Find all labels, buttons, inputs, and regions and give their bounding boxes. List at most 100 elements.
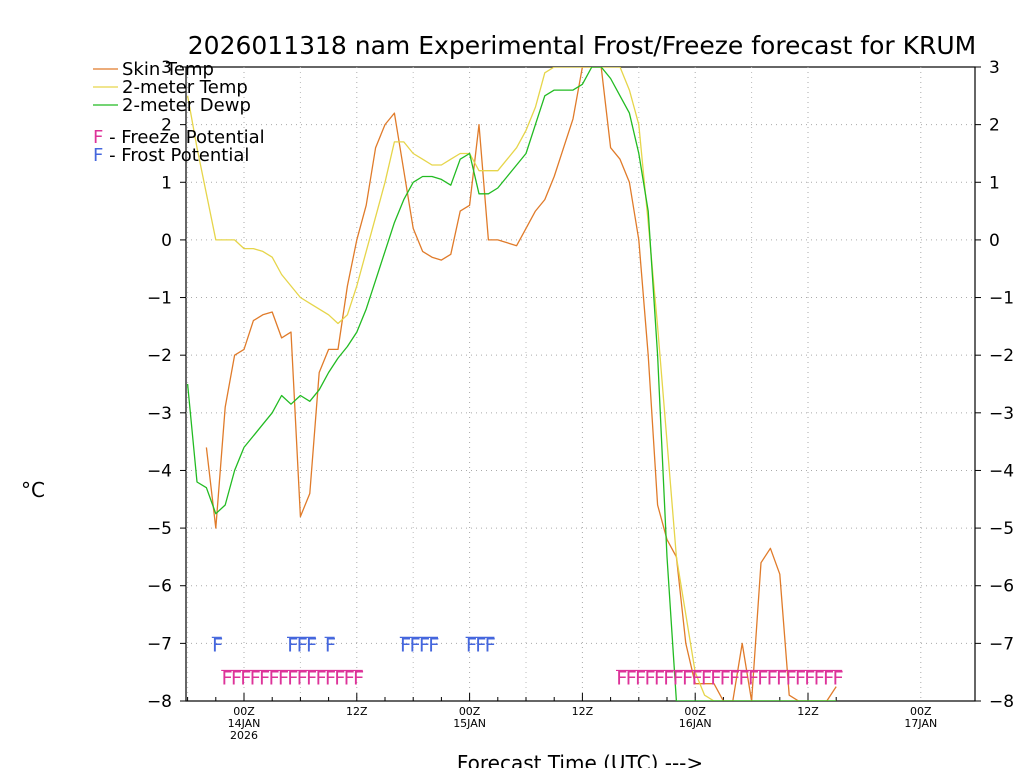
y-tick-label-left: 0 — [161, 231, 172, 251]
freeze-potential-flag: F — [287, 667, 298, 689]
frost-potential-flag: F — [400, 634, 411, 656]
freeze-potential-flag: F — [832, 667, 843, 689]
plot-frame — [185, 66, 976, 702]
x-tick-label: 00Z — [684, 705, 706, 718]
x-tick-label: 00Z — [910, 705, 932, 718]
freeze-potential-flag: F — [635, 667, 646, 689]
x-tick-label: 12Z — [797, 705, 819, 718]
freeze-potential-flag: F — [776, 667, 787, 689]
freeze-potential-flag: F — [766, 667, 777, 689]
y-tick-label-right: −8 — [989, 692, 1014, 712]
y-tick-label-right: −1 — [989, 289, 1014, 309]
freeze-potential-flag: F — [701, 667, 712, 689]
freeze-potential-flag: F — [231, 667, 242, 689]
chart-title: 2026011318 nam Experimental Frost/Freeze… — [188, 31, 976, 60]
y-tick-label-left: −5 — [147, 519, 172, 539]
freeze-potential-flag: F — [672, 667, 683, 689]
legend-label: 2-meter Temp — [122, 77, 248, 98]
freeze-potential-flag: F — [682, 667, 693, 689]
x-tick-label: 16JAN — [679, 717, 712, 730]
freeze-potential-flag: F — [353, 667, 364, 689]
freeze-potential-flag: F — [729, 667, 740, 689]
freeze-potential-flag: F — [748, 667, 759, 689]
freeze-potential-flag: F — [691, 667, 702, 689]
y-tick-label-right: −6 — [989, 577, 1014, 597]
y-tick-label-left: −3 — [147, 404, 172, 424]
freeze-potential-flag: F — [813, 667, 824, 689]
freeze-potential-flag: F — [259, 667, 270, 689]
freeze-potential-flag: F — [625, 667, 636, 689]
x-tick-label: 2026 — [230, 729, 258, 742]
y-tick-label-right: 3 — [989, 58, 1000, 78]
freeze-potential-flag: F — [654, 667, 665, 689]
freeze-potential-flag: F — [757, 667, 768, 689]
freeze-potential-flag: F — [268, 667, 279, 689]
frost-potential-flag: F — [296, 634, 307, 656]
frost-potential-flag: F — [475, 634, 486, 656]
legend-label: Skin Temp — [122, 59, 214, 80]
frost-potential-flag: F — [287, 634, 298, 656]
potential-legend-letter: F — [93, 145, 103, 166]
potential-legend-item: F - Freeze Potential — [93, 127, 265, 148]
y-tick-label-left: −2 — [147, 346, 172, 366]
frost-potential-flag: F — [409, 634, 420, 656]
y-tick-label-right: −2 — [989, 346, 1014, 366]
potential-legend-text: - Frost Potential — [103, 145, 249, 166]
y-tick-label-right: −4 — [989, 461, 1014, 481]
series-line-2-meter-dewp — [186, 67, 837, 701]
y-tick-label-right: −5 — [989, 519, 1014, 539]
freeze-potential-flag: F — [325, 667, 336, 689]
frost-potential-flag: F — [419, 634, 430, 656]
x-tick-label: 12Z — [572, 705, 594, 718]
legend-label: 2-meter Dewp — [122, 95, 251, 116]
frost-potential-flag: F — [212, 634, 223, 656]
y-axis-left: −8 −7 −6 −5 −4 −3 −2 −1 0 1 2 3 — [147, 58, 186, 712]
y-tick-label-left: 1 — [161, 173, 172, 193]
series-line-skin-temp — [205, 67, 837, 701]
frost-potential-flag: F — [306, 634, 317, 656]
y-tick-label-right: 2 — [989, 116, 1000, 136]
freeze-potential-flag: F — [334, 667, 345, 689]
y-tick-label-right: −7 — [989, 634, 1014, 654]
freeze-potential-flag: F — [306, 667, 317, 689]
freeze-potential-flag: F — [221, 667, 232, 689]
potential-legend-item: F - Frost Potential — [93, 145, 249, 166]
y-tick-label-left: −8 — [147, 692, 172, 712]
x-tick-label: 00Z — [459, 705, 481, 718]
freeze-potential-flag: F — [315, 667, 326, 689]
x-tick-label: 17JAN — [904, 717, 937, 730]
grid-layer — [186, 67, 975, 701]
freeze-potential-flag: F — [823, 667, 834, 689]
freeze-potential-flag: F — [644, 667, 655, 689]
frost-potential-flag: F — [428, 634, 439, 656]
potential-legend-text: - Freeze Potential — [103, 127, 264, 148]
x-tick-label: 14JAN — [228, 717, 261, 730]
y-tick-label-left: −4 — [147, 461, 172, 481]
freeze-potential-flag: F — [240, 667, 251, 689]
x-axis-label: Forecast Time (UTC) ---> — [457, 751, 703, 768]
freeze-potential-flag: F — [795, 667, 806, 689]
freeze-potential-flag: F — [804, 667, 815, 689]
y-axis-right: −8 −7 −6 −5 −4 −3 −2 −1 0 1 2 3 — [975, 58, 1014, 712]
freeze-potential-flag: F — [710, 667, 721, 689]
y-axis-label: °C — [21, 478, 45, 502]
freeze-potential-flag: F — [343, 667, 354, 689]
y-tick-label-right: 1 — [989, 173, 1000, 193]
frost-potential-flag: F — [466, 634, 477, 656]
y-tick-label-right: −3 — [989, 404, 1014, 424]
series-layer — [186, 67, 837, 701]
potential-legend-letter: F — [93, 127, 103, 148]
freeze-potential-flag: F — [663, 667, 674, 689]
freeze-potential-flag: F — [738, 667, 749, 689]
y-tick-label-left: 3 — [161, 58, 172, 78]
freeze-potential-flag: F — [296, 667, 307, 689]
freeze-potential-flag: F — [785, 667, 796, 689]
x-tick-label: 12Z — [346, 705, 368, 718]
y-tick-label-left: −7 — [147, 634, 172, 654]
series-line-2-meter-temp — [186, 67, 837, 701]
frost-potential-flag: F — [325, 634, 336, 656]
